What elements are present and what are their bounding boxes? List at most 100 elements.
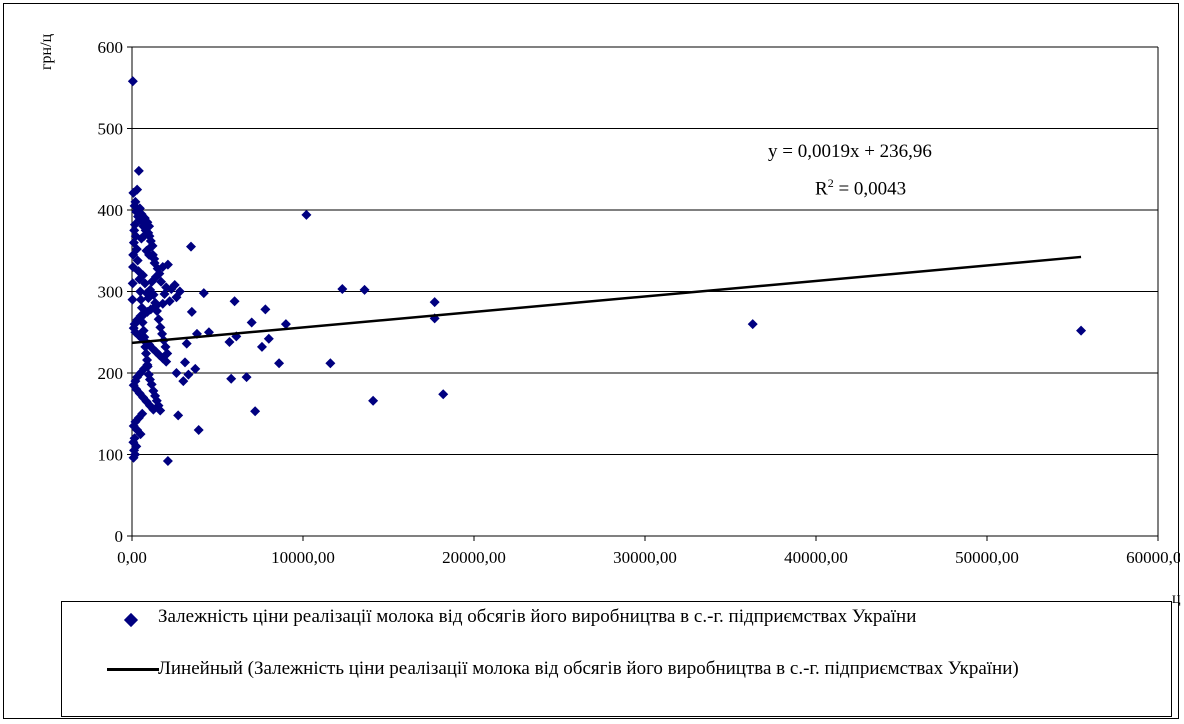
data-point <box>186 306 197 317</box>
data-point <box>127 278 138 289</box>
data-point <box>280 319 291 330</box>
data-point <box>181 338 192 349</box>
y-tick-label: 0 <box>115 527 124 546</box>
data-point <box>130 231 141 242</box>
legend: Залежність ціни реалізації молока від об… <box>61 601 1172 717</box>
data-point <box>138 221 149 232</box>
data-point <box>198 288 209 299</box>
data-point <box>138 325 149 336</box>
x-tick-label: 20000,00 <box>442 548 506 567</box>
data-point <box>185 241 196 252</box>
data-point <box>274 358 285 369</box>
data-point <box>171 292 182 303</box>
data-point <box>173 410 184 421</box>
x-tick-label: 40000,00 <box>784 548 848 567</box>
data-point <box>241 372 252 383</box>
data-point <box>147 249 158 260</box>
x-axis-title: ц <box>1172 590 1181 607</box>
y-tick-label: 400 <box>98 201 124 220</box>
r-squared-value: = 0,0043 <box>833 178 907 200</box>
chart-frame: 0 100 200 300 400 500 600 0,00 10000,00 20000,00… <box>3 3 1181 719</box>
data-point <box>131 441 142 452</box>
data-point <box>139 278 150 289</box>
data-point <box>146 276 157 287</box>
data-point <box>359 284 370 295</box>
data-point <box>146 241 157 252</box>
data-point <box>144 231 155 242</box>
trendline-layer <box>131 255 1082 345</box>
y-tick-labels: 0 100 200 300 400 500 600 <box>98 38 124 546</box>
data-point <box>128 452 139 463</box>
data-point <box>148 289 159 300</box>
data-point <box>142 361 153 372</box>
data-point <box>129 219 140 230</box>
y-tick-label: 500 <box>98 120 124 139</box>
data-point <box>136 209 147 220</box>
data-point <box>246 317 257 328</box>
legend-item-series: Залежність ціни реалізації молока від об… <box>158 606 917 627</box>
data-point <box>161 356 172 367</box>
legend-line-icon <box>107 668 159 671</box>
trendline <box>131 255 1082 345</box>
data-point <box>250 406 261 417</box>
x-tick-label: 30000,00 <box>613 548 677 567</box>
data-point <box>171 368 182 378</box>
data-point <box>162 348 173 359</box>
data-point <box>260 304 271 315</box>
data-point <box>149 257 160 268</box>
data-point <box>429 297 440 308</box>
x-tick-labels: 0,00 10000,00 20000,00 30000,00 40000,00 5000… <box>117 548 1180 567</box>
data-point <box>140 341 151 352</box>
data-point <box>226 373 237 384</box>
data-point <box>155 405 166 416</box>
data-point <box>137 270 148 281</box>
x-tick-label: 0,00 <box>117 548 147 567</box>
axes <box>127 46 1159 541</box>
data-points <box>127 76 1087 467</box>
data-point <box>131 244 142 255</box>
data-point <box>142 354 153 365</box>
data-point <box>137 317 148 328</box>
data-point <box>368 395 379 406</box>
data-point <box>127 76 138 87</box>
data-point <box>135 429 146 440</box>
data-point <box>153 314 164 325</box>
data-point <box>139 332 150 343</box>
r-squared-symbol: R <box>815 178 828 200</box>
data-point <box>132 255 143 266</box>
data-point <box>127 294 138 305</box>
data-point <box>183 369 194 380</box>
data-point <box>190 363 201 374</box>
plot-area: 0 100 200 300 400 500 600 0,00 10000,00 20000,00… <box>98 38 1181 567</box>
y-axis-title: грн/ц <box>38 33 55 70</box>
data-point <box>161 282 172 293</box>
data-point <box>301 209 312 220</box>
y-tick-label: 600 <box>98 38 124 57</box>
trendline-equation: y = 0,0019x + 236,96 <box>768 141 932 162</box>
data-point <box>747 319 758 330</box>
data-point <box>337 284 348 295</box>
r-squared-label: R2 = 0,0043 <box>815 176 906 200</box>
data-point <box>1076 325 1087 336</box>
data-point <box>151 306 162 317</box>
data-point <box>180 357 191 368</box>
data-point <box>256 341 267 352</box>
data-point <box>162 456 173 467</box>
data-point <box>229 296 240 307</box>
data-point <box>141 348 152 359</box>
legend-diamond-icon <box>123 612 139 628</box>
legend-item-trendline: Линейный (Залежність ціни реалізації мол… <box>158 658 1019 679</box>
data-point <box>136 302 147 313</box>
data-point <box>135 294 146 305</box>
x-tick-label: 60000,00 <box>1126 548 1180 567</box>
data-point <box>133 165 144 176</box>
data-point <box>224 337 235 348</box>
data-point <box>178 376 189 387</box>
data-point <box>438 389 449 400</box>
x-tick-label: 10000,00 <box>271 548 335 567</box>
data-point <box>263 333 274 344</box>
data-point <box>150 297 161 308</box>
data-point <box>156 276 167 287</box>
data-point <box>193 425 204 436</box>
y-tick-label: 100 <box>98 446 124 465</box>
